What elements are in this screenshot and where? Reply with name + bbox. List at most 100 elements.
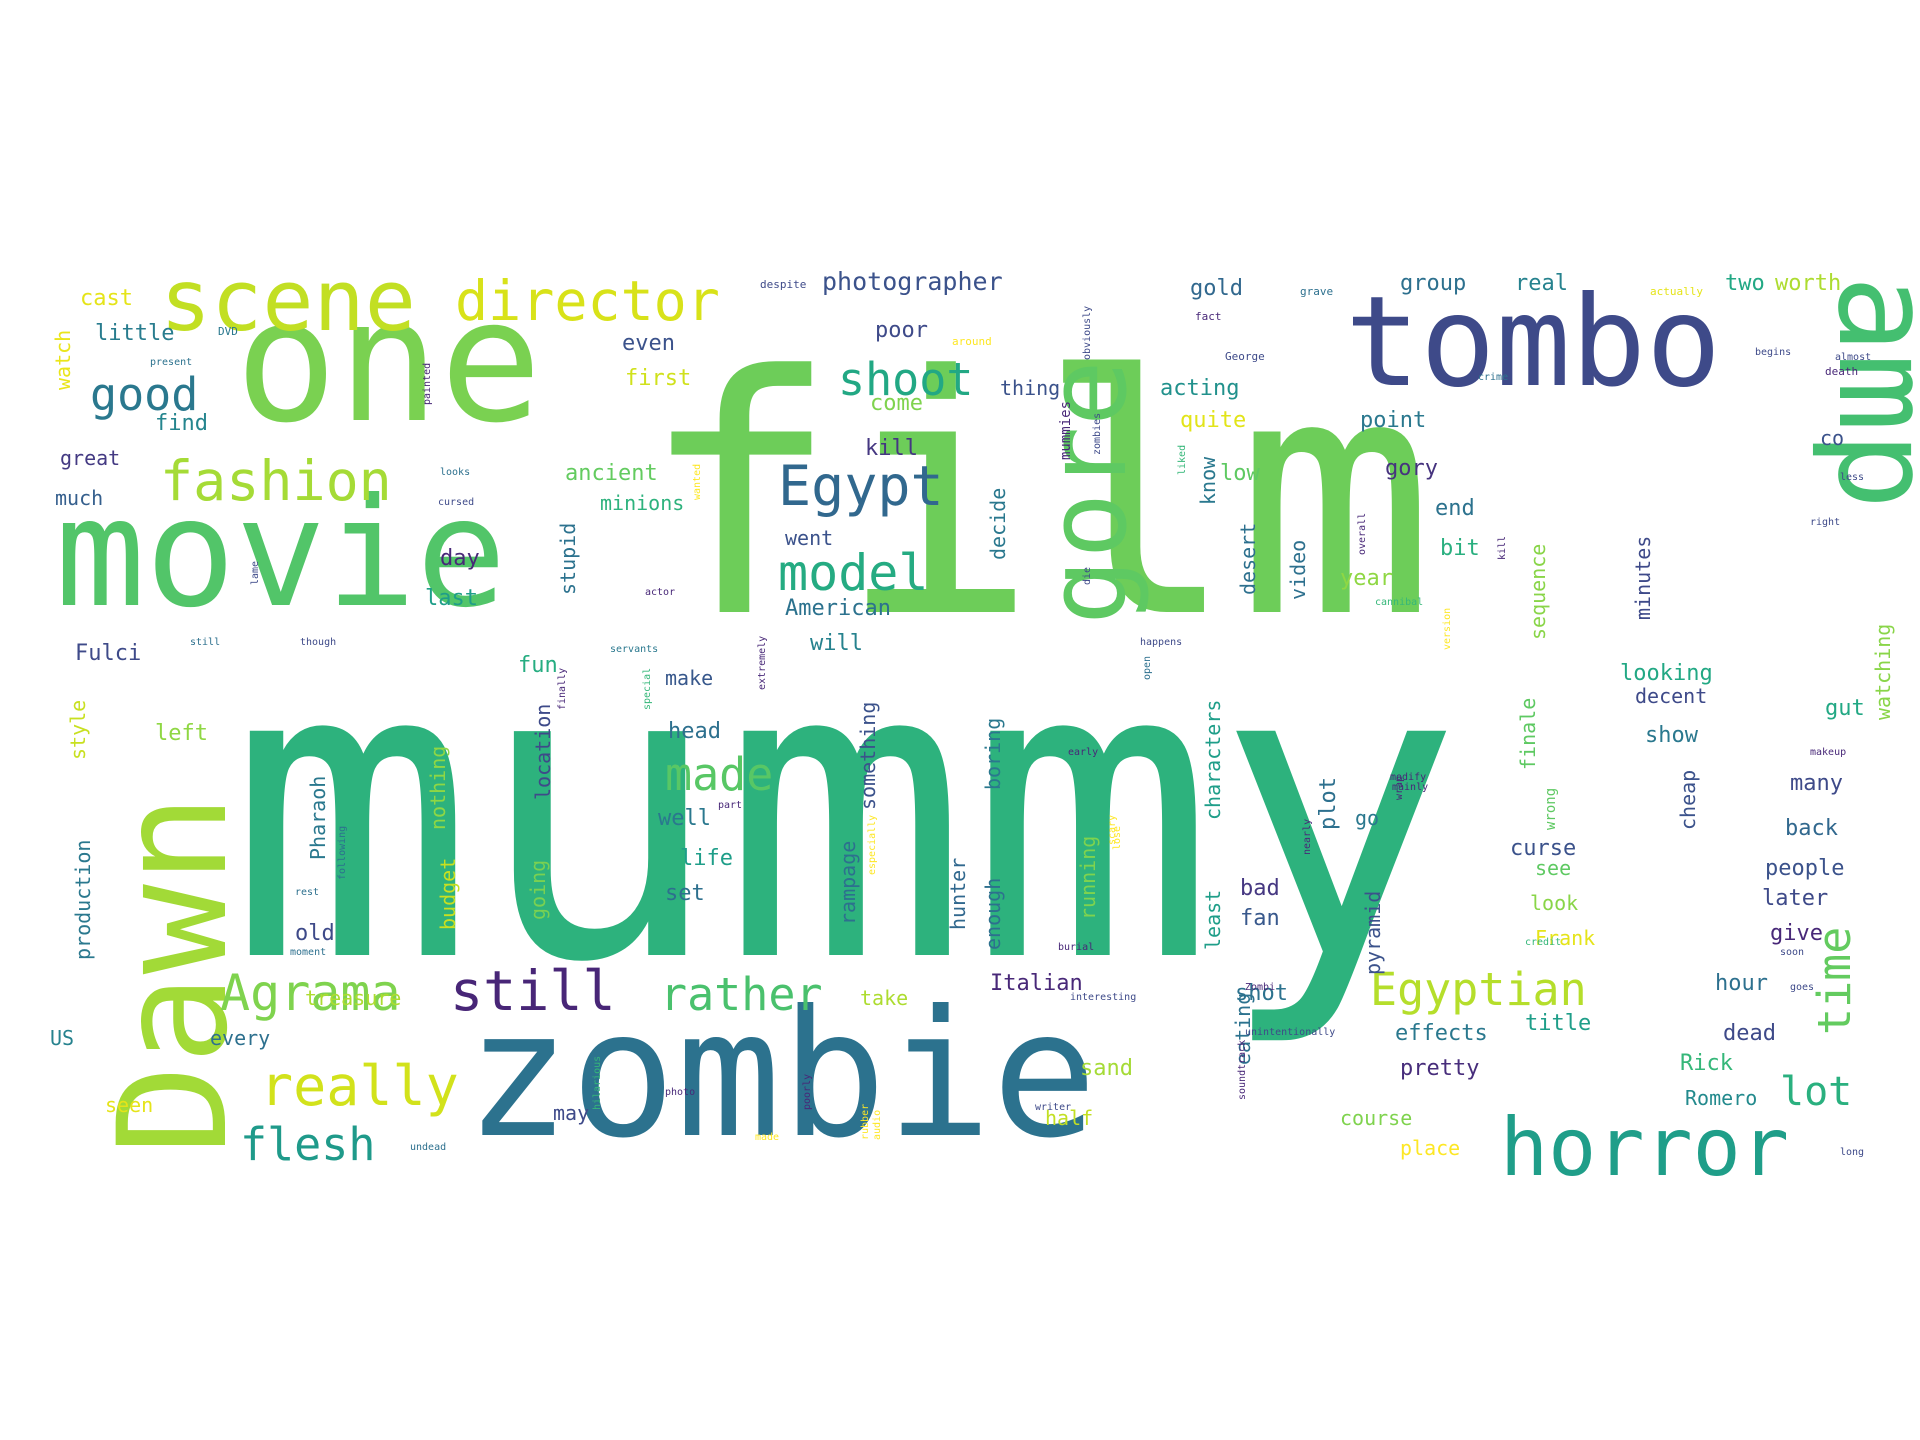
word-show: show [1645,723,1699,748]
word-going: going [526,860,550,920]
word-watch: watch [51,330,75,390]
word-end: end [1435,496,1475,521]
word-frank: Frank [1535,926,1595,950]
word-nothing: nothing [426,746,450,830]
word-lot: lot [1780,1069,1852,1115]
word-romero: Romero [1685,1086,1757,1110]
word-really: really [260,1054,459,1118]
word-undead: undead [410,1142,446,1153]
word-may: may [553,1101,589,1125]
word-begins: begins [1755,347,1791,358]
word-part: part [718,800,742,811]
word-extremely: extremely [757,636,768,690]
word-film: film [640,306,1435,690]
word-model: model [778,544,929,602]
word-stupid: stupid [556,523,580,595]
word-fact: fact [1195,310,1222,323]
word-scary: scary [1107,815,1118,845]
word-effects: effects [1395,1021,1488,1046]
word-fashion: fashion [160,449,392,513]
word-mummies: mummies [1058,401,1074,460]
word-especially: especially [867,815,878,875]
word-one: one [235,263,542,461]
word-come: come [870,391,923,416]
word-style: style [66,700,90,760]
word-title: title [1525,1011,1591,1036]
word-find: find [155,411,208,436]
word-long: long [1840,1147,1864,1158]
word-look: look [1530,891,1578,915]
word-production: production [71,840,95,960]
word-day: day [440,546,480,571]
word-flesh: flesh [240,1118,375,1171]
word-cast: cast [80,286,133,311]
word-hilarious: hilarious [592,1056,603,1110]
word-pyramid: pyramid [1361,891,1385,975]
word-early: early [1068,747,1098,758]
word-sand: sand [1080,1056,1133,1081]
word-cursed: cursed [438,497,474,508]
word-make: make [665,666,713,690]
word-finally: finally [557,668,568,710]
word-made: made [755,1132,779,1143]
word-agrama: Agrama [220,964,401,1022]
word-year: year [1340,566,1393,591]
word-actor: actor [645,587,675,598]
word-go: go [1355,806,1379,830]
word-something: something [856,702,880,810]
word-minions: minions [600,491,684,515]
word-later: later [1762,886,1828,911]
word-made: made [665,748,773,801]
word-italian: Italian [990,971,1083,996]
word-despite: despite [760,278,806,291]
word-audio: audio [872,1110,883,1140]
word-unintentionally: unintentionally [1245,1027,1335,1038]
word-george: George [1225,350,1265,363]
word-poorly: poorly [802,1074,813,1110]
word-two: two [1725,271,1765,296]
word-almost: almost [1835,352,1871,363]
word-first: first [625,366,691,391]
word-characters: characters [1201,700,1225,820]
word-painted: painted [422,363,433,405]
word-watching: watching [1871,624,1895,720]
word-last: last [425,586,478,611]
word-photo: photo [665,1087,695,1098]
word-dead: dead [1723,1021,1776,1046]
word-soon: soon [1780,947,1804,958]
word-decent: decent [1635,684,1707,708]
word-gory: gory [1385,456,1438,481]
word-egypt: Egypt [778,454,944,518]
word-present: present [150,357,192,368]
word-looks: looks [440,467,470,478]
word-enough: enough [981,878,1005,950]
word-bit: bit [1440,536,1480,561]
word-gore: gore [1023,360,1151,625]
word-will: will [810,631,863,656]
word-time: time [1808,927,1861,1035]
word-burial: burial [1058,942,1094,953]
word-amp: amp [1809,275,1920,510]
word-fan: fan [1240,906,1280,931]
word-set: set [665,881,705,906]
word-least: least [1201,890,1225,950]
word-dawn: Dawn [87,794,261,1155]
word-obviously: obviously [1082,306,1093,360]
word-rubber: rubber [860,1104,871,1140]
word-fun: fun [518,653,558,678]
word-head: head [668,719,721,744]
word-sequence: sequence [1526,544,1550,640]
word-shot: shot [1235,981,1288,1006]
word-dvd: DVD [218,325,238,338]
word-kill: kill [865,436,918,461]
word-soundtrack: soundtrack [1237,1040,1248,1100]
word-decide: decide [986,488,1010,560]
word-scene: scene [160,252,416,351]
word-even: even [622,331,675,356]
word-course: course [1340,1106,1412,1130]
word-low: low [1220,461,1260,486]
word-rick: Rick [1680,1051,1733,1076]
word-rather: rather [660,968,823,1021]
word-worth: worth [1775,271,1841,296]
